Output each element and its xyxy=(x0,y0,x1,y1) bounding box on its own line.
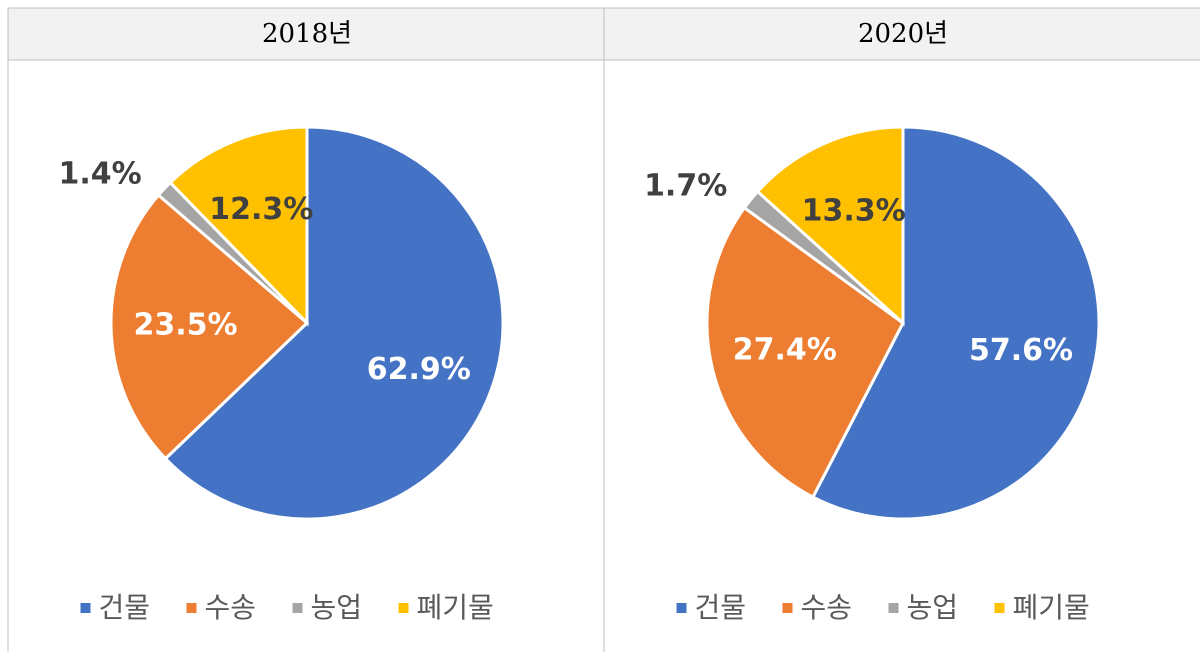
pie-slice xyxy=(109,192,310,461)
legend-label: 수송 xyxy=(801,591,853,624)
pie-slice xyxy=(168,125,309,327)
data-label: 23.5% xyxy=(133,308,237,343)
legend-swatch xyxy=(186,603,197,613)
data-label: 13.3% xyxy=(802,193,906,228)
legend-label: 건물 xyxy=(695,591,747,624)
column-title: 2018년 xyxy=(262,19,352,49)
legend-swatch xyxy=(888,603,899,613)
legend-label: 수송 xyxy=(205,591,257,624)
column-title: 2020년 xyxy=(858,19,948,49)
data-label: 1.7% xyxy=(644,168,727,203)
legend-swatch xyxy=(80,603,91,613)
pie-slice xyxy=(810,125,1101,521)
legend-label: 농업 xyxy=(311,591,363,624)
legend-label: 건물 xyxy=(99,591,151,624)
data-label: 62.9% xyxy=(367,352,471,387)
legend-label: 폐기물 xyxy=(1013,591,1090,624)
legend-label: 폐기물 xyxy=(417,591,494,624)
data-label: 1.4% xyxy=(58,157,141,192)
pie-slice xyxy=(755,125,905,327)
legend-swatch xyxy=(676,603,687,613)
data-label: 57.6% xyxy=(969,333,1073,368)
data-label: 12.3% xyxy=(209,192,313,227)
data-label: 27.4% xyxy=(733,332,837,367)
pie-slice xyxy=(705,205,905,500)
legend-swatch xyxy=(782,603,793,613)
legend-label: 농업 xyxy=(907,591,959,624)
legend-swatch xyxy=(292,603,303,613)
pie-slice xyxy=(163,125,505,521)
legend-swatch xyxy=(398,603,409,613)
legend-swatch xyxy=(994,603,1005,613)
